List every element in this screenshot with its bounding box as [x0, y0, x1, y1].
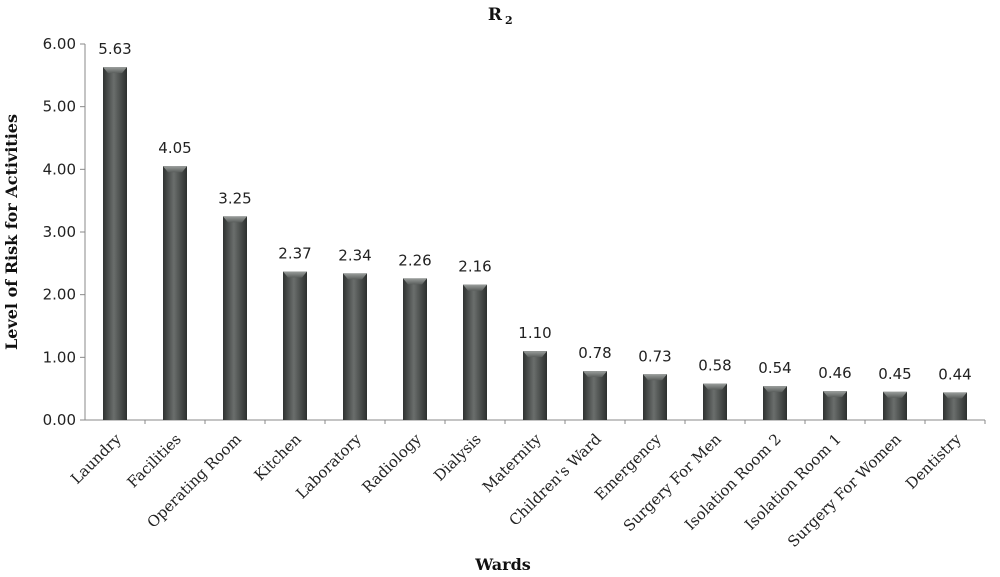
- x-tick-label: Dialysis: [430, 430, 485, 485]
- data-label: 0.44: [938, 365, 971, 383]
- data-label: 1.10: [518, 324, 551, 342]
- y-tick-label: 2.00: [43, 286, 76, 304]
- bar-cap: [643, 374, 667, 381]
- bar-cap: [283, 271, 307, 278]
- x-tick-label: Surgery For Women: [784, 430, 905, 551]
- bar: [523, 351, 547, 420]
- data-label: 0.78: [578, 344, 611, 362]
- bar: [283, 271, 307, 420]
- data-label: 0.73: [638, 347, 671, 365]
- data-label: 0.45: [878, 365, 911, 383]
- y-tick-label: 3.00: [43, 223, 76, 241]
- bar: [343, 273, 367, 420]
- bar-cap: [883, 391, 907, 398]
- bar: [223, 216, 247, 420]
- chart-title-subscript: 2: [505, 14, 513, 27]
- bar: [583, 371, 607, 420]
- bar: [403, 278, 427, 420]
- data-label: 0.58: [698, 357, 731, 375]
- data-label: 2.34: [338, 246, 371, 264]
- chart-title: R: [488, 5, 503, 25]
- bar: [463, 284, 487, 420]
- x-tick-label: Kitchen: [251, 430, 305, 484]
- bar: [643, 374, 667, 420]
- x-axis-label: Wards: [474, 555, 531, 574]
- x-tick-label: Facilities: [124, 430, 185, 491]
- bar-cap: [943, 392, 967, 399]
- bar: [163, 166, 187, 420]
- bar-cap: [163, 166, 187, 173]
- bar-cap: [583, 371, 607, 378]
- data-label: 4.05: [158, 139, 191, 157]
- x-tick-label: Radiology: [358, 430, 425, 497]
- y-tick-label: 4.00: [43, 160, 76, 178]
- bar-cap: [103, 67, 127, 74]
- data-label: 5.63: [98, 40, 131, 58]
- bar-cap: [823, 391, 847, 398]
- plot-area: 0.00 1.00 2.00 3.00 4.00 5.00 6.00 5.63 Laundry 4…: [43, 35, 986, 551]
- data-label: 2.16: [458, 258, 491, 276]
- bar-cap: [463, 284, 487, 291]
- y-tick-label: 1.00: [43, 348, 76, 366]
- x-tick-label: Laboratory: [292, 430, 365, 503]
- x-tick-label: Dentistry: [902, 430, 965, 493]
- data-label: 3.25: [218, 189, 251, 207]
- y-tick-label: 6.00: [43, 35, 76, 53]
- bar-cap: [223, 216, 247, 223]
- bar-cap: [763, 386, 787, 393]
- data-label: 0.46: [818, 364, 851, 382]
- bar-cap: [523, 351, 547, 358]
- bar-cap: [703, 383, 727, 390]
- x-tick-label: Laundry: [67, 430, 125, 488]
- bar: [103, 67, 127, 420]
- bar: [703, 383, 727, 420]
- data-label: 2.26: [398, 251, 431, 269]
- data-label: 0.54: [758, 359, 791, 377]
- y-tick-label: 0.00: [43, 411, 76, 429]
- bar-cap: [343, 273, 367, 280]
- bar-cap: [403, 278, 427, 285]
- y-axis-label: Level of Risk for Activities: [2, 114, 21, 350]
- data-label: 2.37: [278, 244, 311, 262]
- y-tick-label: 5.00: [43, 98, 76, 116]
